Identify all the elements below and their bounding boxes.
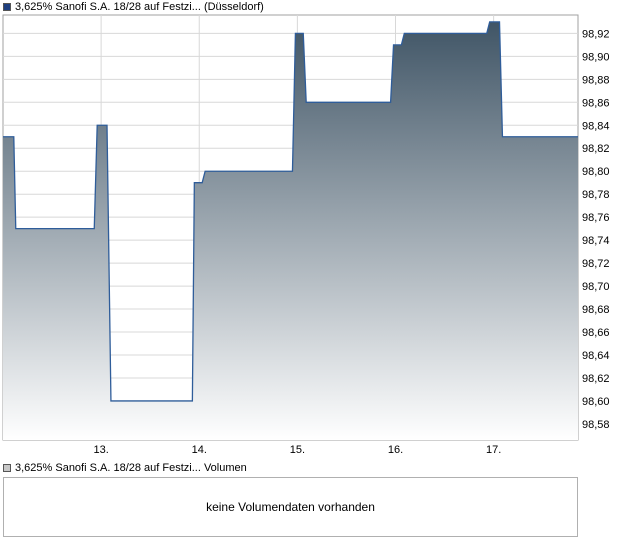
y-tick-label: 98,92 bbox=[582, 28, 610, 40]
y-tick-label: 98,76 bbox=[582, 212, 610, 224]
y-tick-label: 98,70 bbox=[582, 281, 610, 293]
x-tick-label: 16. bbox=[388, 444, 403, 456]
price-series bbox=[3, 21, 578, 440]
y-tick-label: 98,60 bbox=[582, 396, 610, 408]
y-tick-label: 98,64 bbox=[582, 350, 610, 362]
y-tick-label: 98,58 bbox=[582, 419, 610, 431]
y-tick-label: 98,90 bbox=[582, 51, 610, 63]
y-tick-label: 98,66 bbox=[582, 327, 610, 339]
volume-legend: 3,625% Sanofi S.A. 18/28 auf Festzi... V… bbox=[3, 461, 247, 475]
y-tick-label: 98,88 bbox=[582, 74, 610, 86]
price-line bbox=[3, 21, 578, 402]
y-tick-label: 98,80 bbox=[582, 166, 610, 178]
price-legend-label: 3,625% Sanofi S.A. 18/28 auf Festzi... (… bbox=[15, 1, 264, 13]
y-tick-label: 98,62 bbox=[582, 373, 610, 385]
y-tick-label: 98,84 bbox=[582, 120, 610, 132]
y-tick-label: 98,82 bbox=[582, 143, 610, 155]
x-tick-label: 15. bbox=[290, 444, 305, 456]
y-tick-label: 98,72 bbox=[582, 258, 610, 270]
x-tick-label: 17. bbox=[486, 444, 501, 456]
y-tick-label: 98,78 bbox=[582, 189, 610, 201]
y-tick-label: 98,86 bbox=[582, 97, 610, 109]
x-tick-label: 14. bbox=[192, 444, 207, 456]
y-tick-label: 98,68 bbox=[582, 304, 610, 316]
volume-legend-label: 3,625% Sanofi S.A. 18/28 auf Festzi... V… bbox=[15, 462, 247, 474]
price-area-fill bbox=[3, 21, 578, 440]
volume-panel: keine Volumendaten vorhanden bbox=[3, 477, 578, 537]
price-chart: 98,58 98,60 98,62 98,64 98,66 98,68 98,70 98,72… bbox=[2, 14, 610, 456]
y-tick-label: 98,74 bbox=[582, 235, 610, 247]
price-legend-swatch bbox=[3, 3, 11, 11]
x-tick-label: 13. bbox=[93, 444, 108, 456]
y-axis: 98,58 98,60 98,62 98,64 98,66 98,68 98,70 98,72… bbox=[582, 28, 610, 431]
volume-legend-swatch bbox=[3, 464, 11, 472]
x-axis: 13. 14. 15. 16. 17. bbox=[93, 444, 501, 456]
volume-empty-message: keine Volumendaten vorhanden bbox=[206, 500, 375, 514]
price-legend: 3,625% Sanofi S.A. 18/28 auf Festzi... (… bbox=[3, 0, 264, 14]
